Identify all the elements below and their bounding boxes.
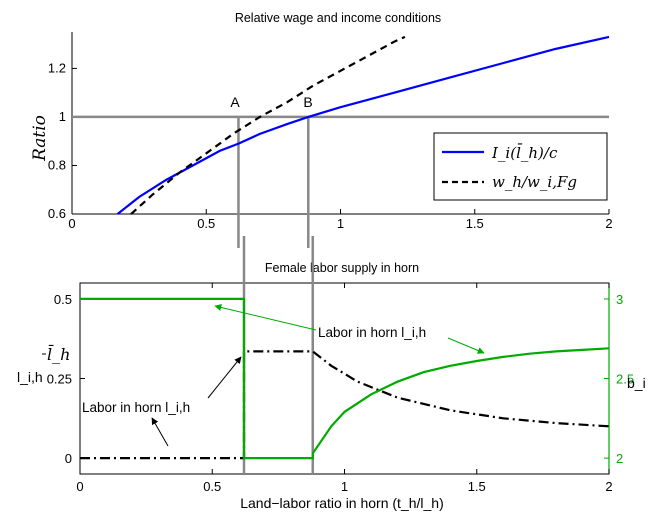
bottom-y-tick-label: 0 xyxy=(65,451,72,466)
green-series-line xyxy=(80,297,610,460)
top-x-tick-label: 0 xyxy=(68,216,75,231)
bottom-chart-title: Female labor supply in horn xyxy=(265,261,419,275)
bottom-x-tick-label: 0.5 xyxy=(203,479,221,494)
legend-entry-wage-ratio: w_h/w_i,Fg xyxy=(492,173,577,191)
income-ratio-series-line xyxy=(116,35,610,215)
green-arrow-left xyxy=(214,304,317,331)
green-arrow-right xyxy=(447,337,485,354)
bottom-x-tick-label: 2 xyxy=(605,479,612,494)
bottom-x-tick-label: 0 xyxy=(76,479,83,494)
black-arrow-down xyxy=(151,417,169,447)
top-x-tick-label: 1.5 xyxy=(466,216,484,231)
bottom-x-axis-label: Land−labor ratio in horn (t_h/l_h) xyxy=(240,495,444,511)
bottom-right-tick-label: 2.5 xyxy=(616,372,634,387)
black-arrow-up xyxy=(207,356,242,399)
top-axes xyxy=(71,32,610,215)
bottom-right-tick-label: 3 xyxy=(616,292,623,307)
green-labor-annotation: Labor in horn l_i,h xyxy=(318,325,426,340)
black-labor-annotation: Labor in horn l_i,h xyxy=(82,400,190,415)
top-chart-title: Relative wage and income conditions xyxy=(235,11,441,25)
bottom-series xyxy=(80,236,610,474)
bottom-tick-labels: 0 0.5 1 1.5 2 0 0.25 0.5 2 2.5 3 xyxy=(47,292,634,494)
top-tick-labels: 0 0.5 1 1.5 2 0.6 0.8 1 1.2 xyxy=(48,60,613,231)
bottom-x-tick-label: 1.5 xyxy=(468,479,486,494)
wage-ratio-series-line xyxy=(130,35,406,215)
bottom-axes-box xyxy=(79,282,610,475)
top-y-tick-label: 0.6 xyxy=(48,206,66,221)
legend-entry-income-ratio: I_i(l̄_h)/c xyxy=(491,144,558,162)
top-legend: I_i(l̄_h)/c w_h/w_i,Fg xyxy=(433,132,608,201)
annotation-b: B xyxy=(303,94,312,110)
lbar-h-mark: l̄_h xyxy=(47,343,70,364)
bottom-y-right-axis-label: b_i xyxy=(627,375,646,391)
bottom-y-tick-label: 0.5 xyxy=(54,292,72,307)
top-x-tick-label: 2 xyxy=(605,216,612,231)
bottom-x-tick-label: 1 xyxy=(341,479,348,494)
bottom-axes xyxy=(79,282,610,475)
annotation-a: A xyxy=(230,94,240,110)
bottom-right-tick-label: 2 xyxy=(616,451,623,466)
bottom-y-tick-label: 0.25 xyxy=(47,372,72,387)
top-x-tick-label: 1 xyxy=(337,216,344,231)
top-y-tick-label: 0.8 xyxy=(48,157,66,172)
top-y-tick-label: 1 xyxy=(59,109,66,124)
top-x-tick-label: 0.5 xyxy=(197,216,215,231)
legend-box xyxy=(433,132,608,201)
bottom-y-axis-label: l_i,h xyxy=(17,369,43,385)
top-series xyxy=(72,35,610,248)
top-y-axis-label: Ratio xyxy=(30,115,50,162)
top-y-tick-label: 1.2 xyxy=(48,60,66,75)
